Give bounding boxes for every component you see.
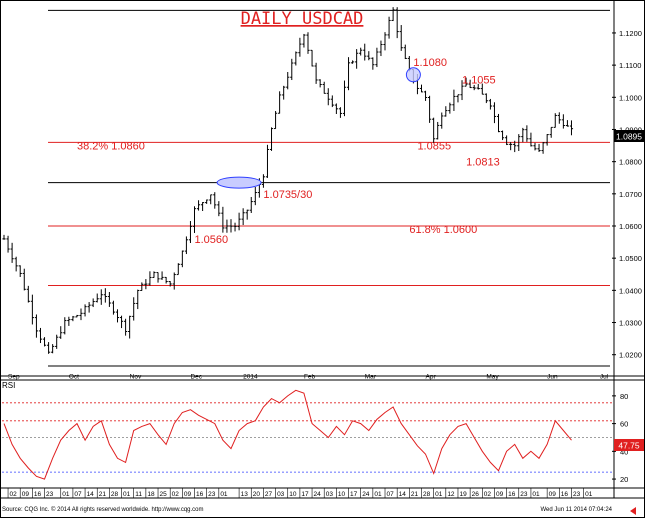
date-tick-label-43: 09 [549, 491, 557, 498]
date-tick-label-23: 17 [301, 491, 309, 498]
date-tick-label-32: 21 [411, 491, 419, 498]
rsi-tick-label-3: 80 [620, 392, 628, 401]
date-tick-label-42: 01 [532, 491, 540, 498]
price-tick-label-6: 1.0800 [619, 158, 642, 167]
date-tick-label-26: 10 [338, 491, 346, 498]
date-tick-label-31: 14 [399, 491, 407, 498]
date-tick-label-10: 11 [135, 491, 142, 498]
date-tick-label-22: 10 [289, 491, 297, 498]
annotation-7: 61.8% 1.0600 [409, 224, 477, 236]
price-tick-label-2: 1.0400 [619, 286, 642, 295]
price-tick-label-10: 1.1200 [619, 29, 642, 38]
annotation-2: 38.2% 1.0860 [77, 141, 145, 153]
date-tick-label-14: 09 [184, 491, 192, 498]
date-tick-label-38: 02 [484, 491, 492, 498]
date-tick-label-44: 16 [561, 491, 569, 498]
date-tick-label-1: 09 [22, 491, 30, 498]
rsi-last-box [614, 439, 644, 451]
month-label-4: 2014 [243, 374, 258, 381]
month-label-3: Dec [190, 374, 202, 381]
price-tick-label-4: 1.0600 [619, 222, 642, 231]
month-label-2: Nov [130, 374, 142, 381]
month-label-8: May [486, 374, 499, 381]
date-tick-label-25: 03 [326, 491, 334, 498]
rsi-tick-label-1: 40 [620, 447, 628, 456]
rsi-title: RSI [2, 381, 15, 390]
scroll-arrow-icon[interactable] [630, 507, 636, 515]
month-label-7: Apr [426, 374, 437, 381]
date-tick-label-33: 28 [423, 491, 431, 498]
date-tick-label-6: 14 [87, 491, 95, 498]
date-tick-label-7: 21 [99, 491, 107, 498]
date-tick-label-28: 24 [362, 491, 370, 498]
timestamp-text: Wed Jun 11 2014 07:04:24 [540, 507, 612, 513]
date-tick-label-18: 13 [241, 491, 249, 498]
date-tick-label-12: 25 [160, 491, 168, 498]
date-tick-label-29: 01 [374, 491, 382, 498]
price-tick-label-1: 1.0300 [619, 319, 642, 328]
date-tick-label-0: 02 [10, 491, 18, 498]
date-tick-label-35: 12 [447, 491, 455, 498]
price-tick-label-3: 1.0500 [619, 254, 642, 263]
date-tick-label-9: 01 [123, 491, 131, 498]
month-label-6: Mar [365, 374, 377, 381]
date-tick-label-20: 27 [265, 491, 273, 498]
date-tick-label-8: 28 [111, 491, 119, 498]
date-tick-label-37: 26 [472, 491, 480, 498]
date-tick-label-17: 01 [220, 491, 228, 498]
highlight-ellipse-0 [216, 176, 262, 189]
date-tick-label-40: 16 [508, 491, 516, 498]
month-label-9: Jun [547, 374, 558, 381]
date-tick-label-2: 16 [34, 491, 42, 498]
price-tick-label-5: 1.0700 [619, 190, 642, 199]
rsi-last-label: 47.75 [618, 441, 640, 451]
date-tick-label-3: 23 [46, 491, 54, 498]
last-price-box [614, 130, 644, 142]
date-tick-label-45: 23 [573, 491, 581, 498]
date-tick-label-39: 09 [496, 491, 504, 498]
annotation-4: 1.0813 [466, 157, 500, 169]
price-tick-label-0: 1.0200 [619, 351, 642, 360]
highlight-circle-1 [405, 67, 421, 83]
date-tick-label-27: 17 [350, 491, 358, 498]
annotation-1: 1.1055 [462, 75, 496, 87]
date-tick-label-4: 01 [62, 491, 70, 498]
source-text: Source: CQG Inc. © 2014 All rights reser… [2, 506, 204, 513]
date-tick-label-41: 23 [520, 491, 528, 498]
date-tick-label-34: 01 [435, 491, 443, 498]
month-label-5: Feb [304, 374, 316, 381]
date-tick-label-46: 01 [585, 491, 593, 498]
month-label-1: Oct [69, 374, 79, 381]
annotation-3: 1.0855 [417, 141, 451, 153]
date-tick-label-11: 18 [147, 491, 155, 498]
date-tick-label-16: 23 [208, 491, 216, 498]
price-tick-label-9: 1.1100 [619, 61, 641, 70]
date-tick-label-30: 07 [387, 491, 395, 498]
price-tick-label-7: 1.0900 [619, 125, 642, 134]
annotation-0: 1.1080 [413, 57, 447, 69]
month-label-10: Jul [600, 374, 609, 381]
annotation-6: 1.0560 [195, 234, 229, 246]
last-price-label: 1.0895 [616, 132, 642, 142]
annotation-5: 1.0735/30 [263, 189, 312, 201]
date-tick-label-24: 24 [314, 491, 322, 498]
date-tick-label-15: 16 [196, 491, 204, 498]
price-tick-label-8: 1.1000 [619, 93, 642, 102]
month-label-0: Sep [8, 374, 20, 381]
date-tick-label-13: 02 [172, 491, 180, 498]
rsi-tick-label-2: 60 [620, 420, 628, 429]
rsi-tick-label-0: 20 [620, 475, 628, 484]
date-tick-label-21: 03 [277, 491, 285, 498]
date-tick-label-36: 19 [459, 491, 467, 498]
rsi-series-line [3, 389, 572, 480]
date-tick-label-5: 07 [74, 491, 82, 498]
chart-title: DAILY USDCAD [241, 9, 364, 29]
date-tick-label-19: 20 [253, 491, 261, 498]
